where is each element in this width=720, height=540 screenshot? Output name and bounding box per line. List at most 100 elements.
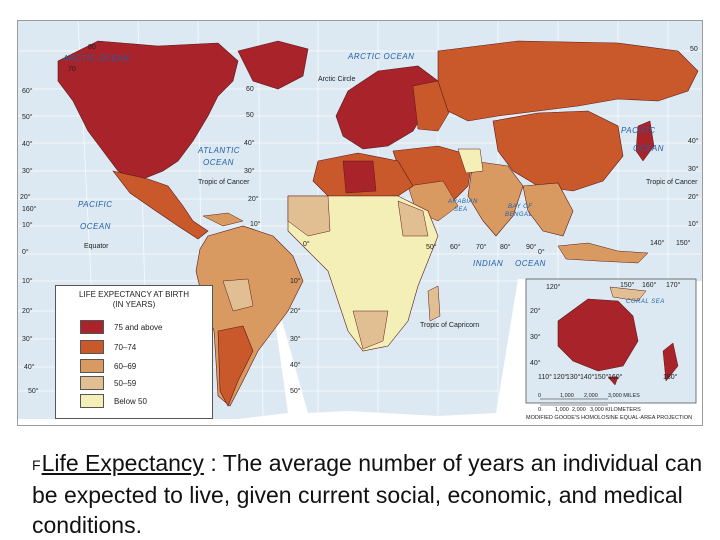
latitude-label: 40° bbox=[530, 359, 541, 367]
latitude-label: 60° bbox=[22, 87, 33, 95]
tropic-of-cancer-label-east: Tropic of Cancer bbox=[646, 179, 698, 186]
latitude-label: 70 bbox=[68, 66, 76, 73]
southeast-asia bbox=[522, 182, 574, 237]
latitude-label: 40° bbox=[22, 140, 33, 148]
indian-ocean-label-2: OCEAN bbox=[515, 259, 546, 268]
arabian-sea-label: ARABIAN bbox=[447, 199, 478, 205]
mexico bbox=[112, 170, 209, 240]
longitude-label: 110° bbox=[538, 373, 552, 381]
legend-item-60-69: 60–69 bbox=[80, 359, 136, 373]
arabian-sea-label-2: SEA bbox=[454, 207, 468, 213]
lon-labels: 160° 50° 60° 70° 80° 90° 140° 150° bbox=[22, 205, 691, 251]
longitude-label: 170° bbox=[666, 281, 681, 289]
longitude-label: 160° bbox=[608, 373, 623, 381]
pacific-ocean-label-east-2: OCEAN bbox=[80, 222, 111, 231]
latitude-label: 20° bbox=[248, 195, 259, 203]
legend-item-below-50: Below 50 bbox=[80, 394, 147, 408]
indian-ocean-label: INDIAN bbox=[473, 259, 503, 268]
new-zealand bbox=[662, 342, 679, 382]
madagascar bbox=[427, 285, 441, 322]
legend-swatch bbox=[80, 394, 104, 408]
atlantic-ocean-label-2: OCEAN bbox=[203, 158, 234, 167]
longitude-label: 60° bbox=[450, 243, 461, 251]
latitude-label: 10° bbox=[688, 220, 699, 228]
longitude-label: 90° bbox=[526, 243, 537, 251]
latitude-label: 40° bbox=[290, 361, 301, 369]
legend-item-70-74: 70–74 bbox=[80, 340, 136, 354]
longitude-label: 80° bbox=[500, 243, 511, 251]
longitude-label: 160° bbox=[22, 205, 37, 213]
latitude-label: 60 bbox=[246, 86, 254, 93]
latitude-label: 50° bbox=[28, 387, 39, 395]
longitude-label: 150° bbox=[594, 373, 609, 381]
latitude-label: 10° bbox=[290, 277, 301, 285]
arctic-ocean-label-right: ARCTIC OCEAN bbox=[347, 52, 414, 61]
scale-km-3000: 3,000 KILOMETERS bbox=[590, 407, 641, 413]
scale-km-2000: 2,000 bbox=[572, 407, 586, 413]
libya bbox=[342, 160, 377, 194]
pacific-ocean-label-east: PACIFIC bbox=[78, 200, 112, 209]
latitude-label: 10° bbox=[22, 277, 33, 285]
latitude-label: 40° bbox=[244, 139, 255, 147]
bay-of-bengal-label-2: BENGAL bbox=[505, 212, 532, 218]
south-africa bbox=[352, 310, 389, 350]
caribbean bbox=[202, 212, 244, 227]
legend-swatch bbox=[80, 359, 104, 373]
longitude-label: 130° bbox=[566, 373, 581, 381]
bolivia-region bbox=[222, 278, 254, 312]
legend-swatch bbox=[80, 340, 104, 354]
latitude-label: 30° bbox=[530, 333, 541, 341]
tropic-of-cancer-label-west: Tropic of Cancer bbox=[198, 179, 250, 186]
longitude-label: 120° bbox=[546, 283, 561, 291]
legend-item-75-above: 75 and above bbox=[80, 320, 163, 334]
africa-sub-saharan bbox=[287, 195, 439, 352]
atlantic-ocean-label: ATLANTIC bbox=[197, 146, 240, 155]
latitude-label: 50 bbox=[246, 112, 254, 119]
australia bbox=[557, 298, 639, 372]
latitude-label: 30° bbox=[22, 335, 33, 343]
pacific-ocean-label-west: PACIFIC bbox=[621, 126, 655, 135]
scale-miles-0: 0 bbox=[538, 393, 541, 399]
legend-title-line1: LIFE EXPECTANCY AT BIRTH bbox=[79, 290, 189, 299]
caption-definition: : The average number of years an individ… bbox=[32, 450, 703, 538]
latitude-label: 30° bbox=[22, 167, 33, 175]
caption: FLife Expectancy : The average number of… bbox=[32, 448, 712, 540]
arctic-ocean-label-left: ARCTIC OCEAN bbox=[62, 54, 129, 63]
longitude-label: 140° bbox=[650, 239, 665, 247]
lat-labels-mid: 60 50 40° 30° 20° 10° 0° 10° 20° 30° 40° 50° bbox=[244, 86, 310, 395]
pacific-ocean-label-west-2: OCEAN bbox=[633, 144, 664, 153]
longitude-label: 150° bbox=[620, 281, 635, 289]
legend-swatch bbox=[80, 320, 104, 334]
legend-label: 70–74 bbox=[114, 342, 137, 352]
legend-swatch bbox=[80, 376, 104, 390]
legend-label: 50–59 bbox=[114, 378, 137, 388]
indonesia bbox=[557, 242, 649, 264]
russia bbox=[437, 40, 699, 122]
tropic-of-capricorn-label: Tropic of Capricorn bbox=[420, 322, 479, 329]
caption-term: Life Expectancy bbox=[41, 450, 204, 476]
latitude-label: 40° bbox=[24, 363, 35, 371]
scale-miles-1000: 1,000 bbox=[560, 393, 574, 399]
australia-lon-labels: 110° 120°130° 140° 150° 160° 180° bbox=[538, 373, 678, 381]
latitude-label: 20° bbox=[20, 193, 31, 201]
life-expectancy-map: ARCTIC OCEAN ARCTIC OCEAN ATLANTIC OCEAN… bbox=[17, 20, 703, 426]
longitude-label: 50° bbox=[426, 243, 437, 251]
legend-item-50-59: 50–59 bbox=[80, 376, 136, 390]
legend-title-line2: (IN YEARS) bbox=[112, 300, 156, 309]
argentina-chile bbox=[217, 325, 254, 407]
longitude-label: 70° bbox=[476, 243, 487, 251]
scale-miles-3000: 3,000 MILES bbox=[608, 393, 640, 399]
longitude-label: 140° bbox=[580, 373, 595, 381]
scale-miles-2000: 2,000 bbox=[584, 393, 598, 399]
west-africa bbox=[287, 195, 331, 237]
latitude-label: 0° bbox=[22, 248, 29, 256]
caption-bullet: F bbox=[32, 457, 41, 473]
legend: LIFE EXPECTANCY AT BIRTH (IN YEARS) 75 a… bbox=[55, 285, 213, 419]
latitude-label: 0° bbox=[538, 248, 545, 256]
latitude-label: 0° bbox=[303, 240, 310, 248]
latitude-label: 10° bbox=[250, 220, 261, 228]
scale-bar: 0 1,000 2,000 3,000 MILES 0 1,000 2,000 … bbox=[538, 393, 641, 413]
latitude-label: 80 bbox=[88, 44, 96, 51]
afghanistan-region bbox=[457, 148, 484, 174]
australia-lat-labels: 20° 30° 40° bbox=[530, 307, 541, 367]
